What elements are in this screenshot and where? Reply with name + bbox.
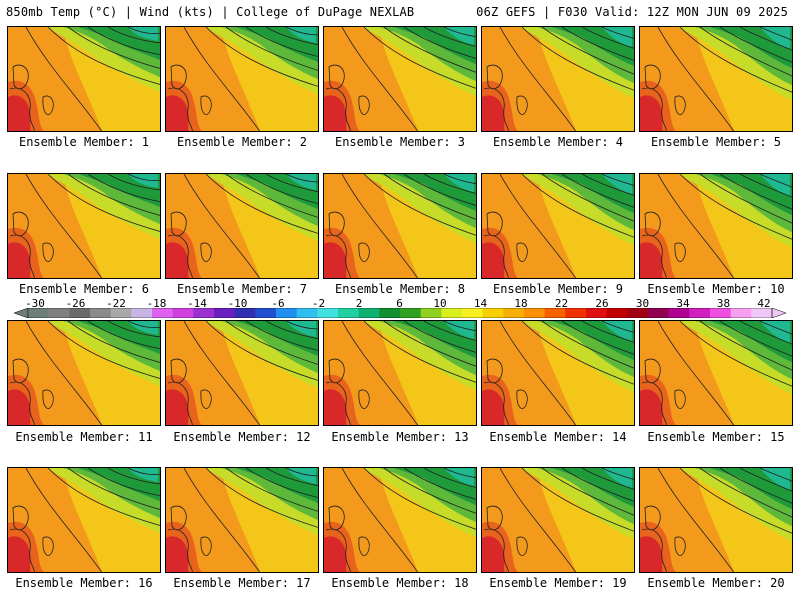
ensemble-member-map	[323, 467, 477, 573]
ensemble-member-map	[165, 320, 319, 426]
ensemble-member-label: Ensemble Member: 7	[176, 282, 308, 296]
temperature-colorbar	[14, 308, 786, 318]
ensemble-member-label: Ensemble Member: 14	[489, 430, 627, 444]
colorbar-tick-label: 22	[554, 297, 569, 310]
ensemble-member-map	[323, 320, 477, 426]
ensemble-member-map	[323, 173, 477, 279]
colorbar-tick-label: -2	[311, 297, 326, 310]
colorbar-tick-label: 2	[355, 297, 363, 310]
ensemble-member-label: Ensemble Member: 4	[492, 135, 624, 149]
colorbar-tick-label: -6	[271, 297, 285, 310]
ensemble-member-label: Ensemble Member: 10	[647, 282, 785, 296]
ensemble-member-label: Ensemble Member: 11	[15, 430, 153, 444]
ensemble-member-map	[7, 467, 161, 573]
colorbar-tick-label: 38	[716, 297, 731, 310]
colorbar-tick-label: 26	[595, 297, 609, 310]
ensemble-member-map	[323, 26, 477, 132]
ensemble-member-label: Ensemble Member: 20	[647, 576, 785, 590]
ensemble-member-label: Ensemble Member: 5	[650, 135, 782, 149]
ensemble-member-label: Ensemble Member: 15	[647, 430, 785, 444]
colorbar-tick-label: -14	[187, 297, 207, 310]
ensemble-member-map	[165, 467, 319, 573]
ensemble-member-map	[7, 320, 161, 426]
ensemble-member-label: Ensemble Member: 16	[15, 576, 153, 590]
colorbar-tick-label: 42	[757, 297, 771, 310]
ensemble-member-label: Ensemble Member: 3	[334, 135, 466, 149]
ensemble-member-label: Ensemble Member: 1	[18, 135, 150, 149]
ensemble-member-label: Ensemble Member: 17	[173, 576, 311, 590]
colorbar-tick-label: 30	[635, 297, 650, 310]
ensemble-member-label: Ensemble Member: 9	[492, 282, 624, 296]
ensemble-member-label: Ensemble Member: 8	[334, 282, 466, 296]
ensemble-member-label: Ensemble Member: 19	[489, 576, 627, 590]
colorbar-tick-label: 10	[433, 297, 447, 310]
ensemble-member-map	[639, 467, 793, 573]
ensemble-member-map	[7, 173, 161, 279]
ensemble-member-map	[639, 173, 793, 279]
colorbar-tick-label: 6	[396, 297, 403, 310]
ensemble-member-map	[7, 26, 161, 132]
ensemble-member-map	[481, 467, 635, 573]
colorbar-tick-label: -30	[25, 297, 45, 310]
ensemble-member-label: Ensemble Member: 2	[176, 135, 308, 149]
ensemble-member-map	[639, 26, 793, 132]
map-title: 850mb Temp (°C) | Wind (kts) | College o…	[6, 5, 415, 19]
colorbar-tick-label: -18	[146, 297, 167, 310]
ensemble-member-map	[481, 26, 635, 132]
ensemble-member-label: Ensemble Member: 12	[173, 430, 311, 444]
colorbar-tick-label: 34	[676, 297, 690, 310]
colorbar-tick-label: -10	[227, 297, 248, 310]
run-valid-time: 06Z GEFS | F030 Valid: 12Z MON JUN 09 20…	[476, 5, 788, 19]
colorbar-tick-label: -22	[106, 297, 126, 310]
ensemble-member-label: Ensemble Member: 13	[331, 430, 469, 444]
ensemble-member-map	[481, 173, 635, 279]
ensemble-member-label: Ensemble Member: 18	[331, 576, 469, 590]
colorbar-tick-label: -26	[65, 297, 86, 310]
ensemble-member-map	[481, 320, 635, 426]
colorbar-tick-label: 18	[514, 297, 528, 310]
ensemble-member-map	[165, 26, 319, 132]
ensemble-member-label: Ensemble Member: 6	[18, 282, 150, 296]
ensemble-member-map	[639, 320, 793, 426]
colorbar-tick-label: 14	[473, 297, 488, 310]
ensemble-member-map	[165, 173, 319, 279]
